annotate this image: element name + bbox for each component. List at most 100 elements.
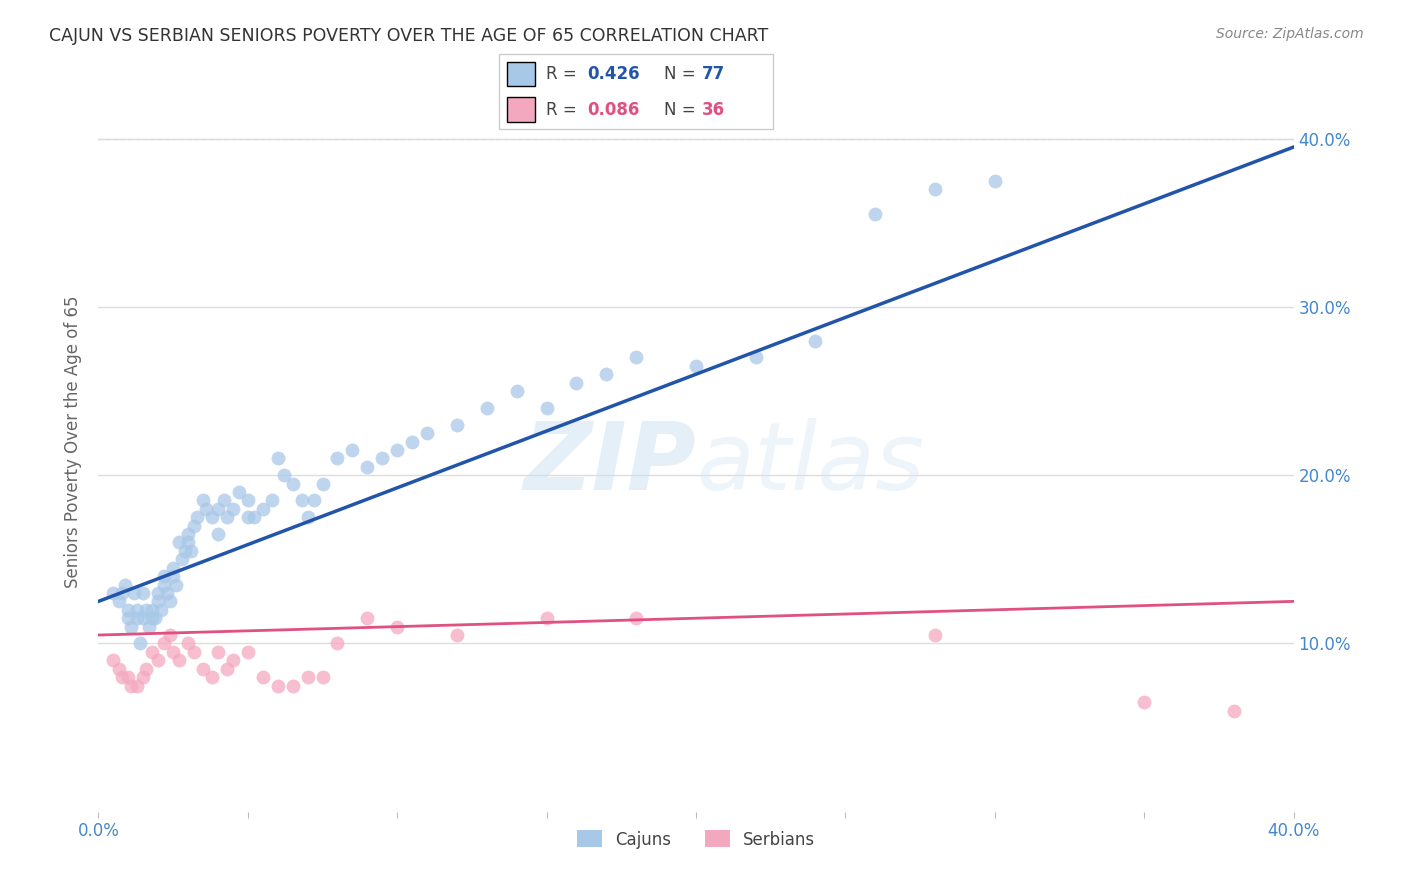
Point: [281, 679, 304, 693]
Point: [207, 527, 229, 541]
Text: R =: R =: [546, 101, 582, 119]
Point: [129, 636, 152, 650]
Point: [446, 628, 468, 642]
Point: [143, 611, 166, 625]
Point: [356, 611, 378, 625]
Point: [626, 351, 648, 365]
Point: [148, 586, 170, 600]
Text: N =: N =: [664, 65, 700, 83]
Point: [120, 679, 142, 693]
Point: [506, 384, 529, 398]
Point: [148, 594, 170, 608]
Point: [475, 401, 498, 415]
Point: [228, 485, 250, 500]
Point: [536, 611, 558, 625]
Point: [138, 619, 160, 633]
Point: [114, 577, 136, 591]
Point: [153, 569, 176, 583]
Point: [371, 451, 394, 466]
Point: [141, 611, 163, 625]
Point: [183, 645, 205, 659]
Point: [291, 493, 314, 508]
Point: [191, 662, 214, 676]
Text: 0.426: 0.426: [586, 65, 640, 83]
Point: [236, 645, 259, 659]
Point: [117, 611, 139, 625]
Text: atlas: atlas: [696, 418, 924, 509]
Point: [207, 501, 229, 516]
Point: [103, 586, 125, 600]
Point: [153, 636, 176, 650]
Point: [141, 603, 163, 617]
Point: [281, 476, 304, 491]
Point: [356, 459, 378, 474]
Point: [135, 662, 157, 676]
Text: 36: 36: [702, 101, 725, 119]
Point: [132, 670, 155, 684]
Point: [183, 518, 205, 533]
Point: [212, 493, 235, 508]
Point: [252, 501, 274, 516]
Point: [117, 603, 139, 617]
Point: [865, 207, 887, 221]
Text: CAJUN VS SERBIAN SENIORS POVERTY OVER THE AGE OF 65 CORRELATION CHART: CAJUN VS SERBIAN SENIORS POVERTY OVER TH…: [49, 27, 769, 45]
Point: [342, 442, 364, 457]
Point: [167, 653, 190, 667]
Point: [267, 679, 290, 693]
Point: [311, 670, 333, 684]
Point: [111, 586, 134, 600]
Point: [132, 586, 155, 600]
Point: [186, 510, 208, 524]
Text: N =: N =: [664, 101, 700, 119]
Point: [180, 544, 202, 558]
Point: [222, 653, 245, 667]
Point: [132, 611, 155, 625]
Point: [174, 544, 197, 558]
Point: [135, 603, 157, 617]
Point: [153, 577, 176, 591]
Point: [195, 501, 218, 516]
Point: [117, 670, 139, 684]
Point: [565, 376, 588, 390]
Point: [207, 645, 229, 659]
Point: [191, 493, 214, 508]
Point: [804, 334, 827, 348]
Point: [243, 510, 266, 524]
FancyBboxPatch shape: [499, 54, 773, 129]
Point: [236, 510, 259, 524]
Point: [172, 552, 194, 566]
Point: [120, 619, 142, 633]
Text: 0.086: 0.086: [586, 101, 640, 119]
Point: [326, 451, 349, 466]
Point: [148, 653, 170, 667]
Point: [260, 493, 283, 508]
Point: [924, 628, 946, 642]
Point: [311, 476, 333, 491]
Point: [156, 586, 179, 600]
Point: [626, 611, 648, 625]
Point: [215, 510, 238, 524]
Point: [416, 426, 439, 441]
Point: [111, 670, 134, 684]
Text: 77: 77: [702, 65, 725, 83]
FancyBboxPatch shape: [508, 97, 534, 122]
Point: [127, 611, 149, 625]
FancyBboxPatch shape: [508, 62, 534, 87]
Text: R =: R =: [546, 65, 582, 83]
Point: [150, 603, 173, 617]
Point: [1223, 704, 1246, 718]
Point: [127, 679, 149, 693]
Point: [252, 670, 274, 684]
Point: [167, 535, 190, 549]
Point: [162, 560, 184, 574]
Point: [177, 636, 200, 650]
Point: [446, 417, 468, 432]
Text: ZIP: ZIP: [523, 417, 696, 509]
Point: [267, 451, 290, 466]
Point: [297, 670, 319, 684]
Point: [162, 645, 184, 659]
Point: [177, 527, 200, 541]
Point: [401, 434, 423, 449]
Point: [297, 510, 319, 524]
Point: [127, 603, 149, 617]
